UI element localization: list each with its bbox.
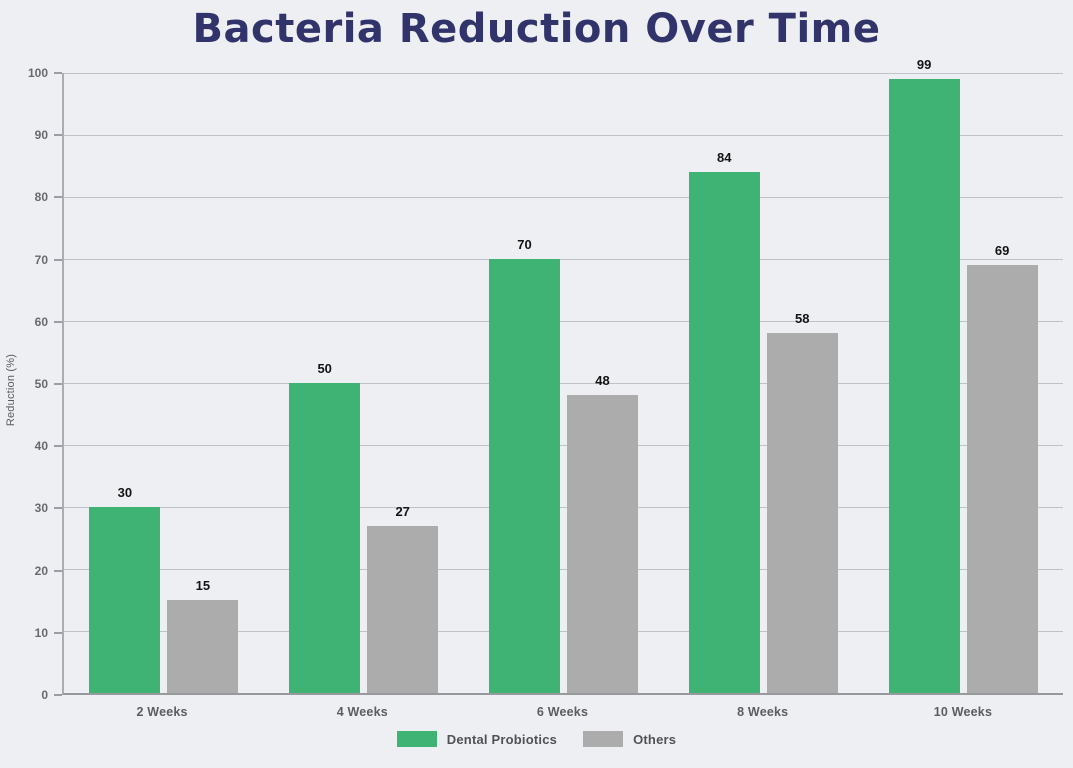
- bar-wrap: 30: [89, 73, 161, 693]
- bar-wrap: 99: [888, 57, 960, 693]
- bar-others: [966, 265, 1038, 693]
- y-tick-label: 80: [34, 190, 48, 205]
- bar-wrap: 58: [766, 73, 838, 693]
- x-tick-label: 8 Weeks: [737, 705, 789, 719]
- bar-others: [766, 333, 838, 693]
- x-axis-labels: 2 Weeks 4 Weeks 6 Weeks 8 Weeks 10 Weeks: [62, 705, 1063, 719]
- y-tick-label: 50: [34, 377, 48, 391]
- legend-item: Dental Probiotics: [396, 731, 558, 747]
- y-tick-mark: [54, 631, 62, 634]
- legend-swatch: [396, 731, 437, 747]
- x-tick-label: 4 Weeks: [336, 705, 388, 719]
- bar-dental-probiotics: [888, 79, 960, 693]
- y-tick-label: 70: [34, 252, 48, 267]
- y-tick-label: 40: [34, 439, 48, 454]
- bar-wrap: 50: [289, 73, 361, 693]
- bar-value-label: 27: [395, 503, 410, 519]
- gridline: [64, 259, 1063, 260]
- legend-label: Others: [633, 731, 677, 747]
- y-tick-label: 30: [34, 501, 48, 516]
- bar-dental-probiotics: [688, 172, 760, 693]
- bar-wrap: 84: [688, 73, 760, 693]
- y-tick-label: 90: [34, 128, 48, 143]
- y-tick-label: 100: [27, 66, 48, 80]
- gridline: [64, 507, 1063, 508]
- y-tick-mark: [54, 383, 62, 385]
- bar-value-label: 99: [916, 57, 932, 73]
- bar-wrap: 27: [367, 73, 439, 693]
- gridline: [64, 445, 1063, 446]
- bar-value-label: 15: [195, 578, 211, 593]
- bar-value-label: 70: [517, 237, 532, 252]
- bar-dental-probiotics: [289, 383, 361, 693]
- legend: Dental Probiotics Others: [0, 731, 1073, 747]
- y-tick-mark: [54, 72, 62, 74]
- gridline: [64, 197, 1063, 198]
- legend-item: Others: [583, 731, 676, 747]
- bar-group: 30 15: [64, 73, 264, 693]
- legend-label: Dental Probiotics: [446, 731, 558, 747]
- bar-others: [566, 395, 638, 693]
- bar-wrap: 15: [167, 73, 239, 693]
- y-axis-ticks: 0 10 20 30 40 50 60 70 80 90 100: [0, 66, 62, 702]
- gridline: [64, 631, 1063, 632]
- gridline: [64, 73, 1063, 74]
- bar-value-label: 30: [117, 485, 133, 500]
- legend-swatch: [583, 731, 624, 747]
- y-tick-label: 0: [41, 688, 48, 702]
- bar-dental-probiotics: [488, 259, 560, 693]
- bar-others: [167, 600, 239, 693]
- y-tick-mark: [54, 134, 62, 137]
- bar-wrap: 69: [966, 73, 1038, 693]
- bar-wrap: 48: [566, 73, 638, 693]
- y-tick-mark: [54, 569, 62, 572]
- x-tick-label: 10 Weeks: [933, 705, 993, 719]
- gridline: [64, 383, 1063, 384]
- y-tick-mark: [54, 507, 62, 510]
- gridline: [64, 569, 1063, 570]
- gridline: [64, 135, 1063, 136]
- y-tick-label: 10: [34, 625, 48, 640]
- y-tick-mark: [54, 445, 62, 448]
- x-tick-label: 6 Weeks: [536, 705, 589, 719]
- y-tick-mark: [54, 196, 62, 199]
- y-tick-mark: [54, 258, 62, 261]
- bar-others: [367, 525, 439, 693]
- y-tick-label: 60: [34, 314, 48, 329]
- bar-value-label: 48: [595, 373, 610, 389]
- bar-value-label: 84: [717, 150, 732, 166]
- bar-group: 70 48: [464, 73, 664, 693]
- bar-group: 50 27: [264, 73, 464, 693]
- bar-value-label: 69: [994, 243, 1010, 259]
- bar-wrap: 70: [488, 73, 560, 693]
- x-tick-label: 2 Weeks: [136, 705, 188, 719]
- chart-title: Bacteria Reduction Over Time: [192, 6, 881, 52]
- bar-group: 84 58: [663, 73, 863, 693]
- bar-value-label: 50: [317, 361, 332, 376]
- plot-area: 30 15 50 27 70 48 84 58 99 69: [62, 57, 1063, 695]
- bar-group: 99 69: [863, 57, 1063, 693]
- bar-value-label: 58: [795, 311, 810, 327]
- gridline: [64, 321, 1063, 322]
- y-tick-mark: [54, 320, 62, 323]
- bar-groups: 30 15 50 27 70 48 84 58 99 69: [64, 57, 1063, 693]
- bar-dental-probiotics: [89, 507, 161, 693]
- y-tick-mark: [54, 694, 62, 696]
- y-tick-label: 20: [34, 563, 48, 578]
